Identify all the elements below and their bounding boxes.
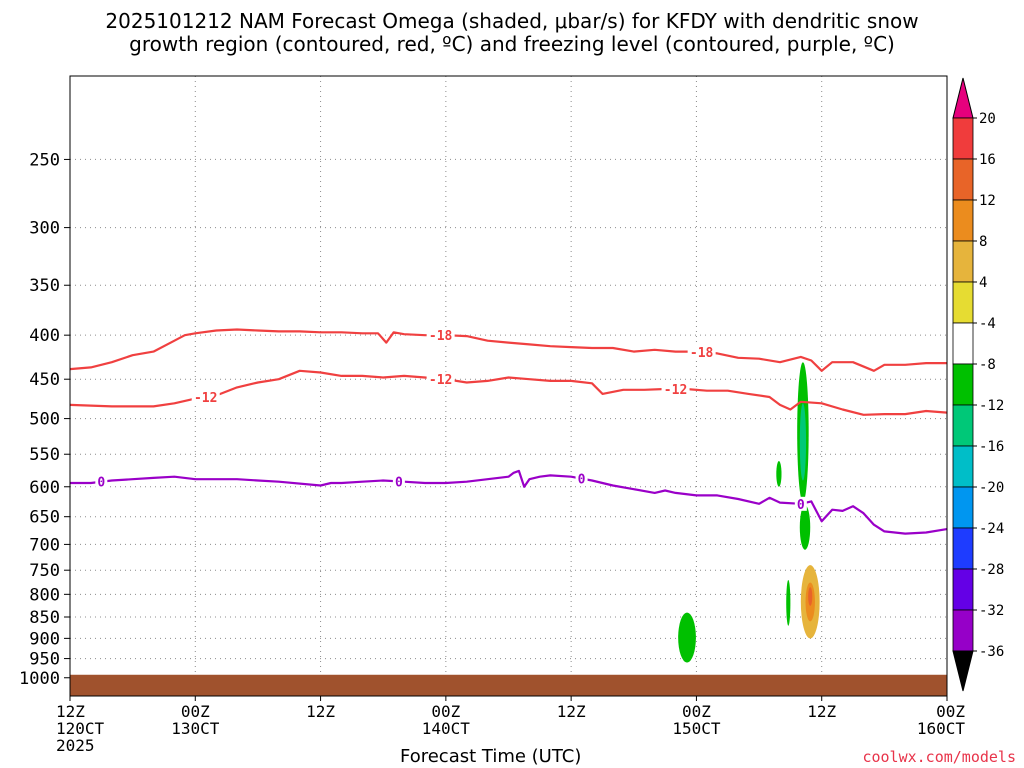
contour-label-bg xyxy=(392,474,405,489)
colorbar-box xyxy=(952,609,974,652)
chart-title-line1: 2025101212 NAM Forecast Omega (shaded, μ… xyxy=(105,9,919,33)
x-tick-label: 140CT xyxy=(422,719,471,738)
x-axis-label: Forecast Time (UTC) xyxy=(400,746,582,767)
colorbar-label: 12 xyxy=(979,193,996,209)
colorbar-label: -8 xyxy=(979,357,996,373)
colorbar-box xyxy=(952,199,974,242)
x-tick-label: 120CT xyxy=(56,719,105,738)
omega-shade xyxy=(799,403,807,481)
colorbar-box xyxy=(952,363,974,406)
y-tick-label: 550 xyxy=(29,445,60,465)
y-tick-label: 250 xyxy=(29,150,60,170)
x-tick-label: 160CT xyxy=(917,719,966,738)
colorbar-label: 4 xyxy=(979,275,987,291)
contour-label-bg xyxy=(661,382,690,397)
colorbar-box xyxy=(952,486,974,529)
colorbar-box xyxy=(952,568,974,611)
colorbar-bottom-arrow xyxy=(952,650,974,692)
contour-label-bg xyxy=(426,328,455,343)
colorbar-label: -24 xyxy=(979,521,1004,537)
y-tick-label: 650 xyxy=(29,508,60,528)
contour-label-bg xyxy=(95,474,108,489)
y-tick-label: 600 xyxy=(29,478,60,498)
contour-label-bg xyxy=(794,496,807,511)
colorbar-box xyxy=(952,322,974,365)
contour-label-bg xyxy=(426,371,455,386)
contour-label: -12 xyxy=(664,383,687,398)
colorbar-label: -12 xyxy=(979,398,1004,414)
omega-shade xyxy=(776,460,782,487)
colorbar-box xyxy=(952,158,974,201)
contour-label: -12 xyxy=(194,391,217,406)
y-tick-label: 800 xyxy=(29,585,60,605)
freezing-level-contour xyxy=(70,469,948,535)
colorbar-box xyxy=(952,117,974,160)
omega-shade xyxy=(808,587,813,606)
contour-label: -18 xyxy=(690,346,714,361)
colorbar-label: -4 xyxy=(979,316,996,332)
y-tick-label: 300 xyxy=(29,219,60,239)
y-tick-label: 1000 xyxy=(19,669,60,689)
omega-shade xyxy=(799,505,811,550)
y-tick-label: 950 xyxy=(29,650,60,670)
y-tick-label: 700 xyxy=(29,535,60,555)
colorbar-box xyxy=(952,445,974,488)
y-tick-label: 500 xyxy=(29,410,60,430)
y-tick-label: 400 xyxy=(29,326,60,346)
colorbar-box xyxy=(952,404,974,447)
contour-label: -18 xyxy=(429,329,453,344)
colorbar-label: -20 xyxy=(979,480,1004,496)
y-tick-label: 750 xyxy=(29,561,60,581)
contour-label-bg xyxy=(687,345,716,360)
colorbar-label: 8 xyxy=(979,234,987,250)
x-tick-label: 00Z xyxy=(682,702,711,721)
colorbar-box xyxy=(952,281,974,324)
colorbar-label: 16 xyxy=(979,152,996,168)
dgz-contour xyxy=(69,328,947,372)
contour-label: 0 xyxy=(97,476,105,491)
x-tick-label: 12Z xyxy=(557,702,586,721)
plot-frame xyxy=(69,75,948,697)
contour-label: 0 xyxy=(395,475,403,490)
x-tick-label: 12Z xyxy=(306,702,335,721)
credit-link[interactable]: coolwx.com/models xyxy=(862,748,1016,766)
contour-label: 0 xyxy=(797,498,805,513)
x-tick-label: 00Z xyxy=(181,702,210,721)
x-tick-label: 2025 xyxy=(56,736,95,755)
contour-label: -12 xyxy=(429,373,452,388)
omega-shade xyxy=(786,580,791,626)
colorbar-label: -32 xyxy=(979,603,1004,619)
contour-label: 0 xyxy=(578,473,586,488)
colorbar-label: -16 xyxy=(979,439,1004,455)
x-tick-label: 00Z xyxy=(936,702,965,721)
omega-shade xyxy=(678,612,696,663)
x-tick-label: 12Z xyxy=(807,702,836,721)
x-tick-label: 150CT xyxy=(672,719,721,738)
x-tick-label: 130CT xyxy=(171,719,220,738)
colorbar-box xyxy=(952,240,974,283)
colorbar-label: 20 xyxy=(979,111,996,127)
contour-label-bg xyxy=(575,471,588,486)
ground-fill xyxy=(70,674,947,696)
x-tick-label: 12Z xyxy=(56,702,85,721)
contour-label-bg xyxy=(191,390,220,405)
colorbar-box xyxy=(952,527,974,570)
x-tick-label: 00Z xyxy=(431,702,460,721)
colorbar-label: -36 xyxy=(979,644,1004,660)
colorbar-label: -28 xyxy=(979,562,1004,578)
y-tick-label: 850 xyxy=(29,608,60,628)
y-tick-label: 900 xyxy=(29,629,60,649)
y-tick-label: 450 xyxy=(29,370,60,390)
dgz-contour xyxy=(69,369,948,416)
chart-title-line2: growth region (contoured, red, ºC) and f… xyxy=(129,32,895,56)
y-tick-label: 350 xyxy=(29,276,60,296)
colorbar-top-arrow xyxy=(952,77,974,119)
